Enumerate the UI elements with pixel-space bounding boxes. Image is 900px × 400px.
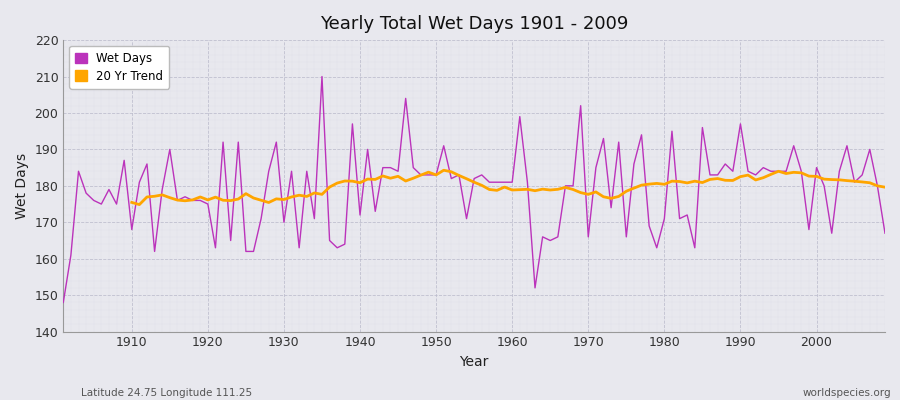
Title: Yearly Total Wet Days 1901 - 2009: Yearly Total Wet Days 1901 - 2009 <box>320 15 628 33</box>
X-axis label: Year: Year <box>460 355 489 369</box>
Legend: Wet Days, 20 Yr Trend: Wet Days, 20 Yr Trend <box>69 46 169 88</box>
Text: worldspecies.org: worldspecies.org <box>803 388 891 398</box>
Text: Latitude 24.75 Longitude 111.25: Latitude 24.75 Longitude 111.25 <box>81 388 252 398</box>
Y-axis label: Wet Days: Wet Days <box>15 153 29 219</box>
